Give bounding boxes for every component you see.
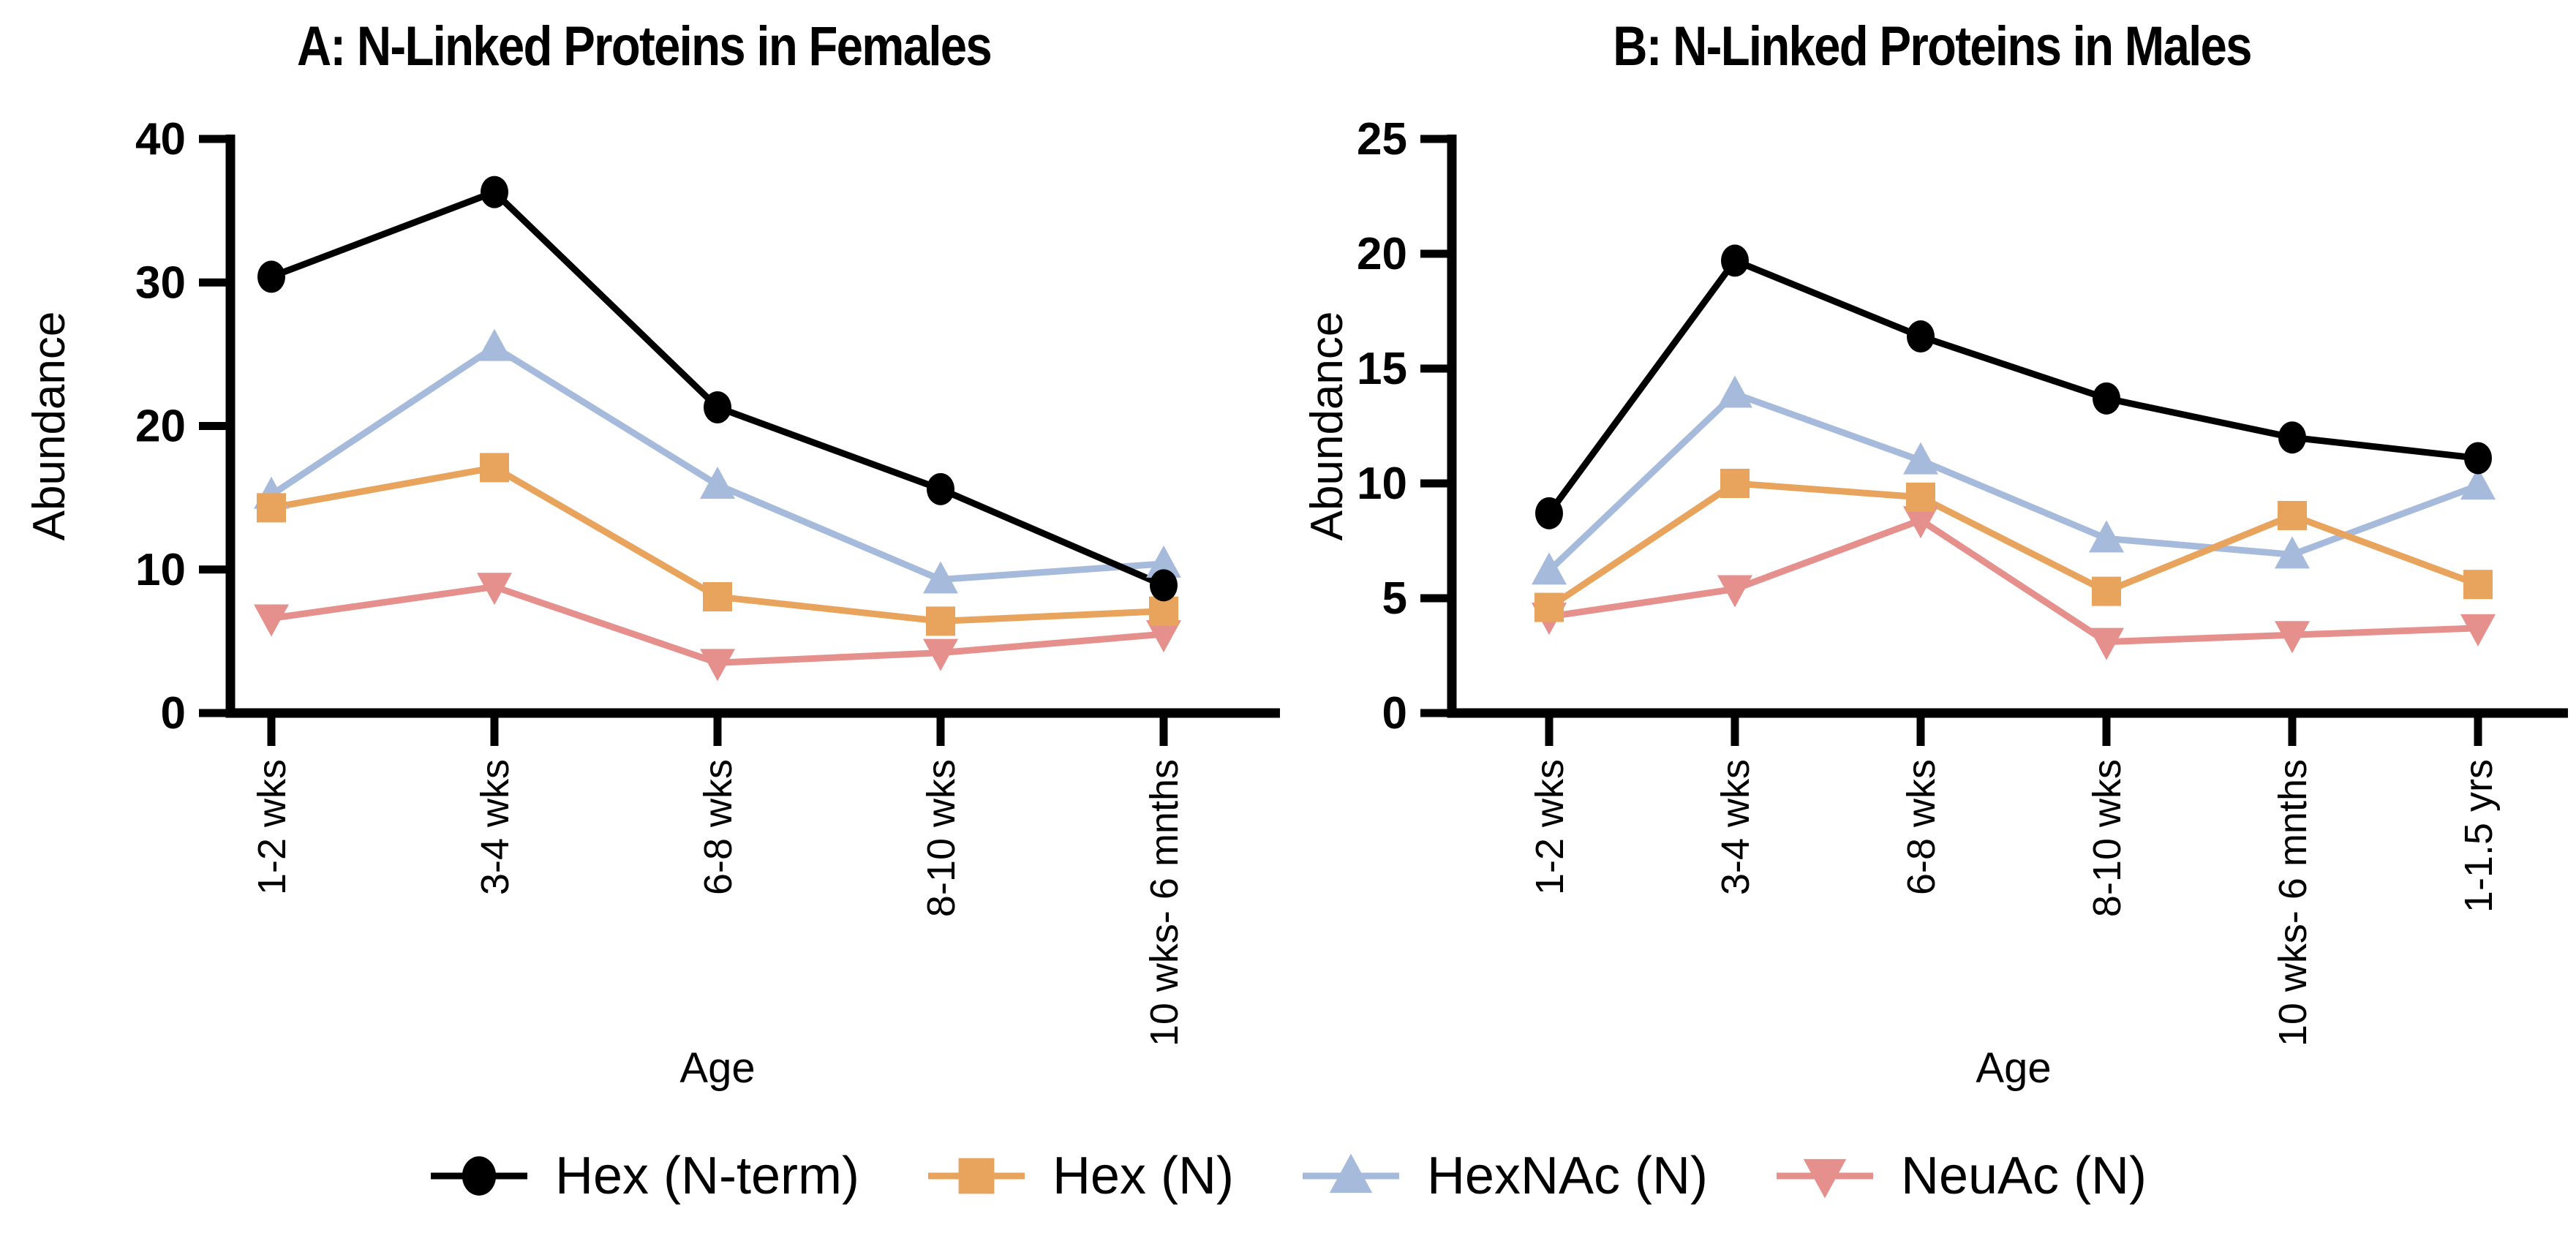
x-category-label: 10 wks- 6 mnths: [1142, 759, 1186, 1047]
axis-frame: [225, 135, 1280, 718]
data-point-marker: [1717, 375, 1752, 408]
data-point-marker: [923, 561, 958, 594]
series-line: [1547, 480, 2479, 611]
data-point-marker: [1532, 552, 1567, 585]
y-tick-label: 20: [1357, 229, 1407, 279]
data-point-marker: [2463, 570, 2493, 600]
data-point-marker: [1535, 497, 1563, 529]
data-point-marker: [257, 493, 286, 523]
legend-label: Hex (N-term): [554, 1147, 859, 1205]
legend-label: HexNAc (N): [1426, 1147, 1708, 1205]
data-point-marker: [254, 604, 289, 637]
x-category-label: 1-1.5 yrs: [2457, 759, 2501, 913]
data-point-marker: [1717, 575, 1752, 608]
data-point-marker: [1907, 320, 1935, 353]
series-line: [1548, 516, 2479, 646]
x-category-label: 10 wks- 6 mnths: [2271, 759, 2315, 1047]
hex-n-square-icon: [927, 1158, 1025, 1194]
y-tick-label: 25: [1357, 114, 1407, 165]
data-point-marker: [2278, 421, 2306, 454]
legend-marker-glyph: [1803, 1158, 1847, 1199]
x-category-label: 8-10 wks: [919, 759, 963, 917]
legend-item-hex-nterm: Hex (N-term): [429, 1138, 859, 1214]
data-point-marker: [2089, 520, 2124, 553]
data-point-marker: [926, 606, 955, 636]
data-point-marker: [2093, 382, 2120, 415]
data-point-marker: [704, 391, 731, 423]
data-point-marker: [2460, 467, 2496, 500]
legend-label: Hex (N): [1052, 1147, 1234, 1205]
axis-frame: [1447, 135, 2568, 718]
x-category-label: 1-2 wks: [250, 759, 294, 895]
data-point-marker: [2092, 576, 2121, 606]
legend-marker-glyph: [462, 1156, 497, 1196]
x-category-label: 6-8 wks: [696, 759, 740, 895]
panel-a-title: A: N-Linked Proteins in Females: [296, 15, 993, 78]
data-point-marker: [700, 466, 735, 499]
data-point-marker: [1720, 469, 1750, 498]
data-point-marker: [2278, 500, 2307, 530]
legend-item-neuac-n: NeuAc (N): [1775, 1138, 2147, 1214]
data-point-marker: [1906, 482, 1935, 512]
series-line: [1546, 256, 2479, 516]
y-tick-label: 5: [1382, 573, 1407, 624]
x-category-label: 6-8 wks: [1899, 759, 1943, 895]
data-point-marker: [1146, 545, 1181, 578]
y-tick-label: 15: [1357, 344, 1407, 394]
y-axis-label: Abundance: [1302, 312, 1352, 541]
y-tick-label: 20: [135, 401, 186, 452]
y-tick-label: 40: [135, 114, 186, 165]
x-axis-label: Age: [679, 1044, 755, 1092]
y-tick-label: 30: [135, 257, 186, 308]
data-point-marker: [2275, 621, 2310, 654]
data-point-marker: [1721, 244, 1749, 277]
data-point-marker: [2460, 614, 2496, 646]
data-point-marker: [923, 638, 958, 671]
data-point-marker: [1903, 506, 1938, 539]
legend-item-hex-n: Hex (N): [927, 1138, 1234, 1214]
x-category-label: 3-4 wks: [1714, 759, 1758, 895]
x-category-label: 3-4 wks: [473, 759, 517, 895]
data-point-marker: [257, 260, 285, 293]
panel-b-chart: 0 5 10 15 20 25 1-2 wks 3-4 wks 6-8 wks 8-10 wks 1…: [1302, 114, 2568, 1092]
data-point-marker: [927, 472, 954, 505]
data-point-marker: [481, 176, 508, 208]
data-point-marker: [703, 582, 732, 612]
data-point-marker: [700, 649, 735, 682]
y-axis-label: Abundance: [24, 312, 75, 541]
series-line: [269, 343, 1164, 584]
hex-nterm-circle-icon: [430, 1156, 527, 1196]
data-point-marker: [1903, 442, 1938, 475]
series-line: [1546, 390, 2479, 573]
legend-marker-glyph: [1329, 1153, 1373, 1194]
data-point-marker: [480, 453, 509, 483]
data-point-marker: [2275, 536, 2310, 569]
legend: Hex (N-term) Hex (N) HexNAc (N) NeuAc (N…: [0, 1132, 2576, 1220]
series-line: [270, 188, 1165, 589]
data-point-marker: [1534, 592, 1564, 622]
hexnac-n-triangle-up-icon: [1302, 1153, 1399, 1194]
y-tick-label: 0: [1382, 688, 1407, 739]
legend-item-hexnac-n: HexNAc (N): [1301, 1138, 1708, 1214]
data-point-marker: [477, 573, 512, 606]
panel-a-chart: 0 10 20 30 40 1-2 wks 3-4 wks 6-8 wks 8-10 wks 10…: [24, 114, 1280, 1092]
x-category-label: 1-2 wks: [1528, 759, 1572, 895]
legend-label: NeuAc (N): [1900, 1147, 2147, 1205]
x-axis-label: Age: [1976, 1044, 2051, 1092]
y-tick-label: 0: [161, 688, 186, 739]
data-point-marker: [477, 328, 512, 361]
neuac-n-triangle-down-icon: [1776, 1158, 1873, 1199]
data-point-marker: [2464, 442, 2492, 475]
data-point-marker: [2089, 627, 2124, 660]
y-tick-label: 10: [1357, 459, 1407, 509]
panel-b-title: B: N-Linked Proteins in Males: [1613, 15, 2252, 78]
data-point-marker: [1146, 620, 1181, 653]
x-category-label: 8-10 wks: [2085, 759, 2129, 917]
legend-marker-glyph: [958, 1158, 995, 1194]
data-point-marker: [1150, 569, 1178, 602]
y-tick-label: 10: [135, 545, 186, 595]
